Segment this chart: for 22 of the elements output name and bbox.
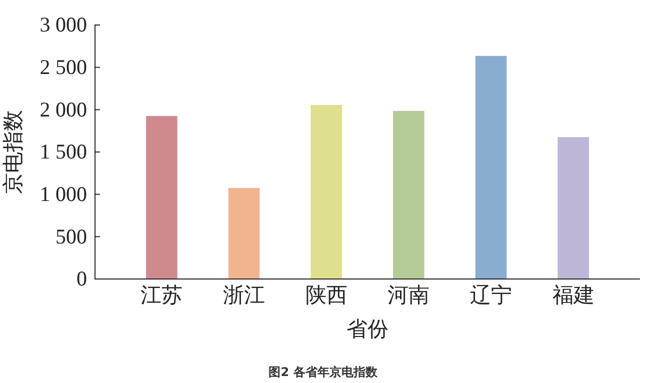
x-tick-label: 陕西 [305, 282, 348, 307]
y-axis-title: 京电指数 [1, 110, 25, 194]
bar [228, 188, 260, 279]
y-tick-label: 500 [56, 224, 87, 248]
text: 图2 各省年京电指数 [268, 365, 378, 379]
y-tick-label: 2 500 [40, 55, 87, 80]
bar [558, 137, 589, 279]
y-tick-label: 2 000 [40, 97, 87, 122]
x-tick-label: 江苏 [140, 282, 183, 307]
x-tick-label: 河南 [388, 282, 430, 307]
x-tick-label: 福建 [552, 282, 594, 307]
bar [310, 105, 342, 279]
x-tick-label: 浙江 [223, 282, 266, 307]
y-tick-label: 3 000 [40, 12, 87, 37]
bar [146, 116, 178, 279]
bar [393, 110, 424, 279]
y-tick-label: 1 000 [40, 182, 87, 206]
x-axis-title: 省份 [346, 317, 388, 341]
y-tick-label: 0 [76, 266, 87, 291]
bar [475, 56, 507, 279]
y-tick-label: 1 500 [40, 140, 87, 164]
x-tick-label: 辽宁 [470, 282, 512, 307]
